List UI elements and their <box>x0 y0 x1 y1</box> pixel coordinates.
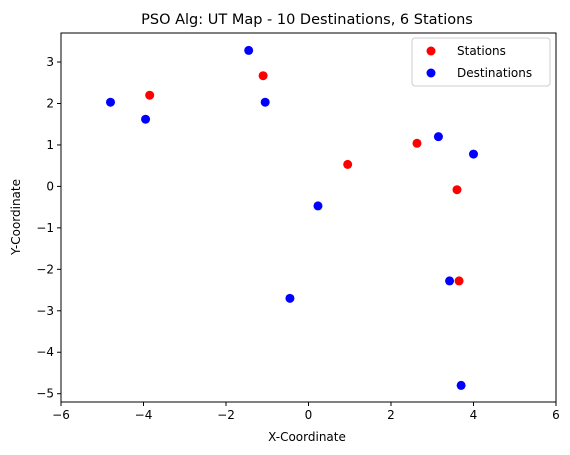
station-point <box>412 138 422 148</box>
x-tick-label: 0 <box>305 408 313 422</box>
destination-point <box>285 293 295 303</box>
x-tick-label: −6 <box>52 408 70 422</box>
y-tick-label: −1 <box>36 221 54 235</box>
plot-area <box>60 32 557 403</box>
y-tick-label: −3 <box>36 304 54 318</box>
x-axis-label: X-Coordinate <box>268 430 346 444</box>
destination-point <box>260 97 270 107</box>
destination-point <box>445 276 455 286</box>
plot-frame <box>60 32 557 403</box>
station-point <box>258 71 268 81</box>
legend-label-stations: Stations <box>457 44 506 58</box>
legend: Stations Destinations <box>411 37 551 87</box>
station-point <box>454 276 464 286</box>
chart-title: PSO Alg: UT Map - 10 Destinations, 6 Sta… <box>141 12 473 28</box>
x-tick-label: 6 <box>552 408 560 422</box>
x-tick-label: −2 <box>217 408 235 422</box>
y-tick-label: 1 <box>46 138 54 152</box>
x-tick-label: −4 <box>135 408 153 422</box>
destination-point <box>433 132 443 142</box>
y-axis: −5 −4 −3 −2 −1 0 1 2 3 <box>36 55 61 401</box>
y-tick-label: −2 <box>36 262 54 276</box>
y-tick-label: −5 <box>36 387 54 401</box>
destination-point <box>456 380 466 390</box>
y-tick-label: 3 <box>46 55 54 69</box>
x-tick-label: 4 <box>470 408 478 422</box>
legend-label-destinations: Destinations <box>457 66 532 80</box>
destination-point <box>106 97 115 107</box>
legend-marker-destinations <box>426 68 436 78</box>
y-axis-label: Y-Coordinate <box>9 179 23 256</box>
legend-box <box>411 37 551 87</box>
destination-point <box>469 149 478 159</box>
y-tick-label: 2 <box>46 96 54 110</box>
destination-point <box>244 45 254 55</box>
x-tick-label: 2 <box>387 408 395 422</box>
y-tick-label: 0 <box>46 179 54 193</box>
y-tick-label: −4 <box>36 345 54 359</box>
x-axis: −6 −4 −2 0 2 4 6 <box>52 402 560 422</box>
data-points <box>106 45 478 390</box>
station-point <box>145 90 155 100</box>
station-point <box>343 159 353 169</box>
station-point <box>452 185 462 195</box>
destination-point <box>313 201 323 211</box>
legend-marker-stations <box>426 46 436 56</box>
destination-point <box>141 114 151 124</box>
